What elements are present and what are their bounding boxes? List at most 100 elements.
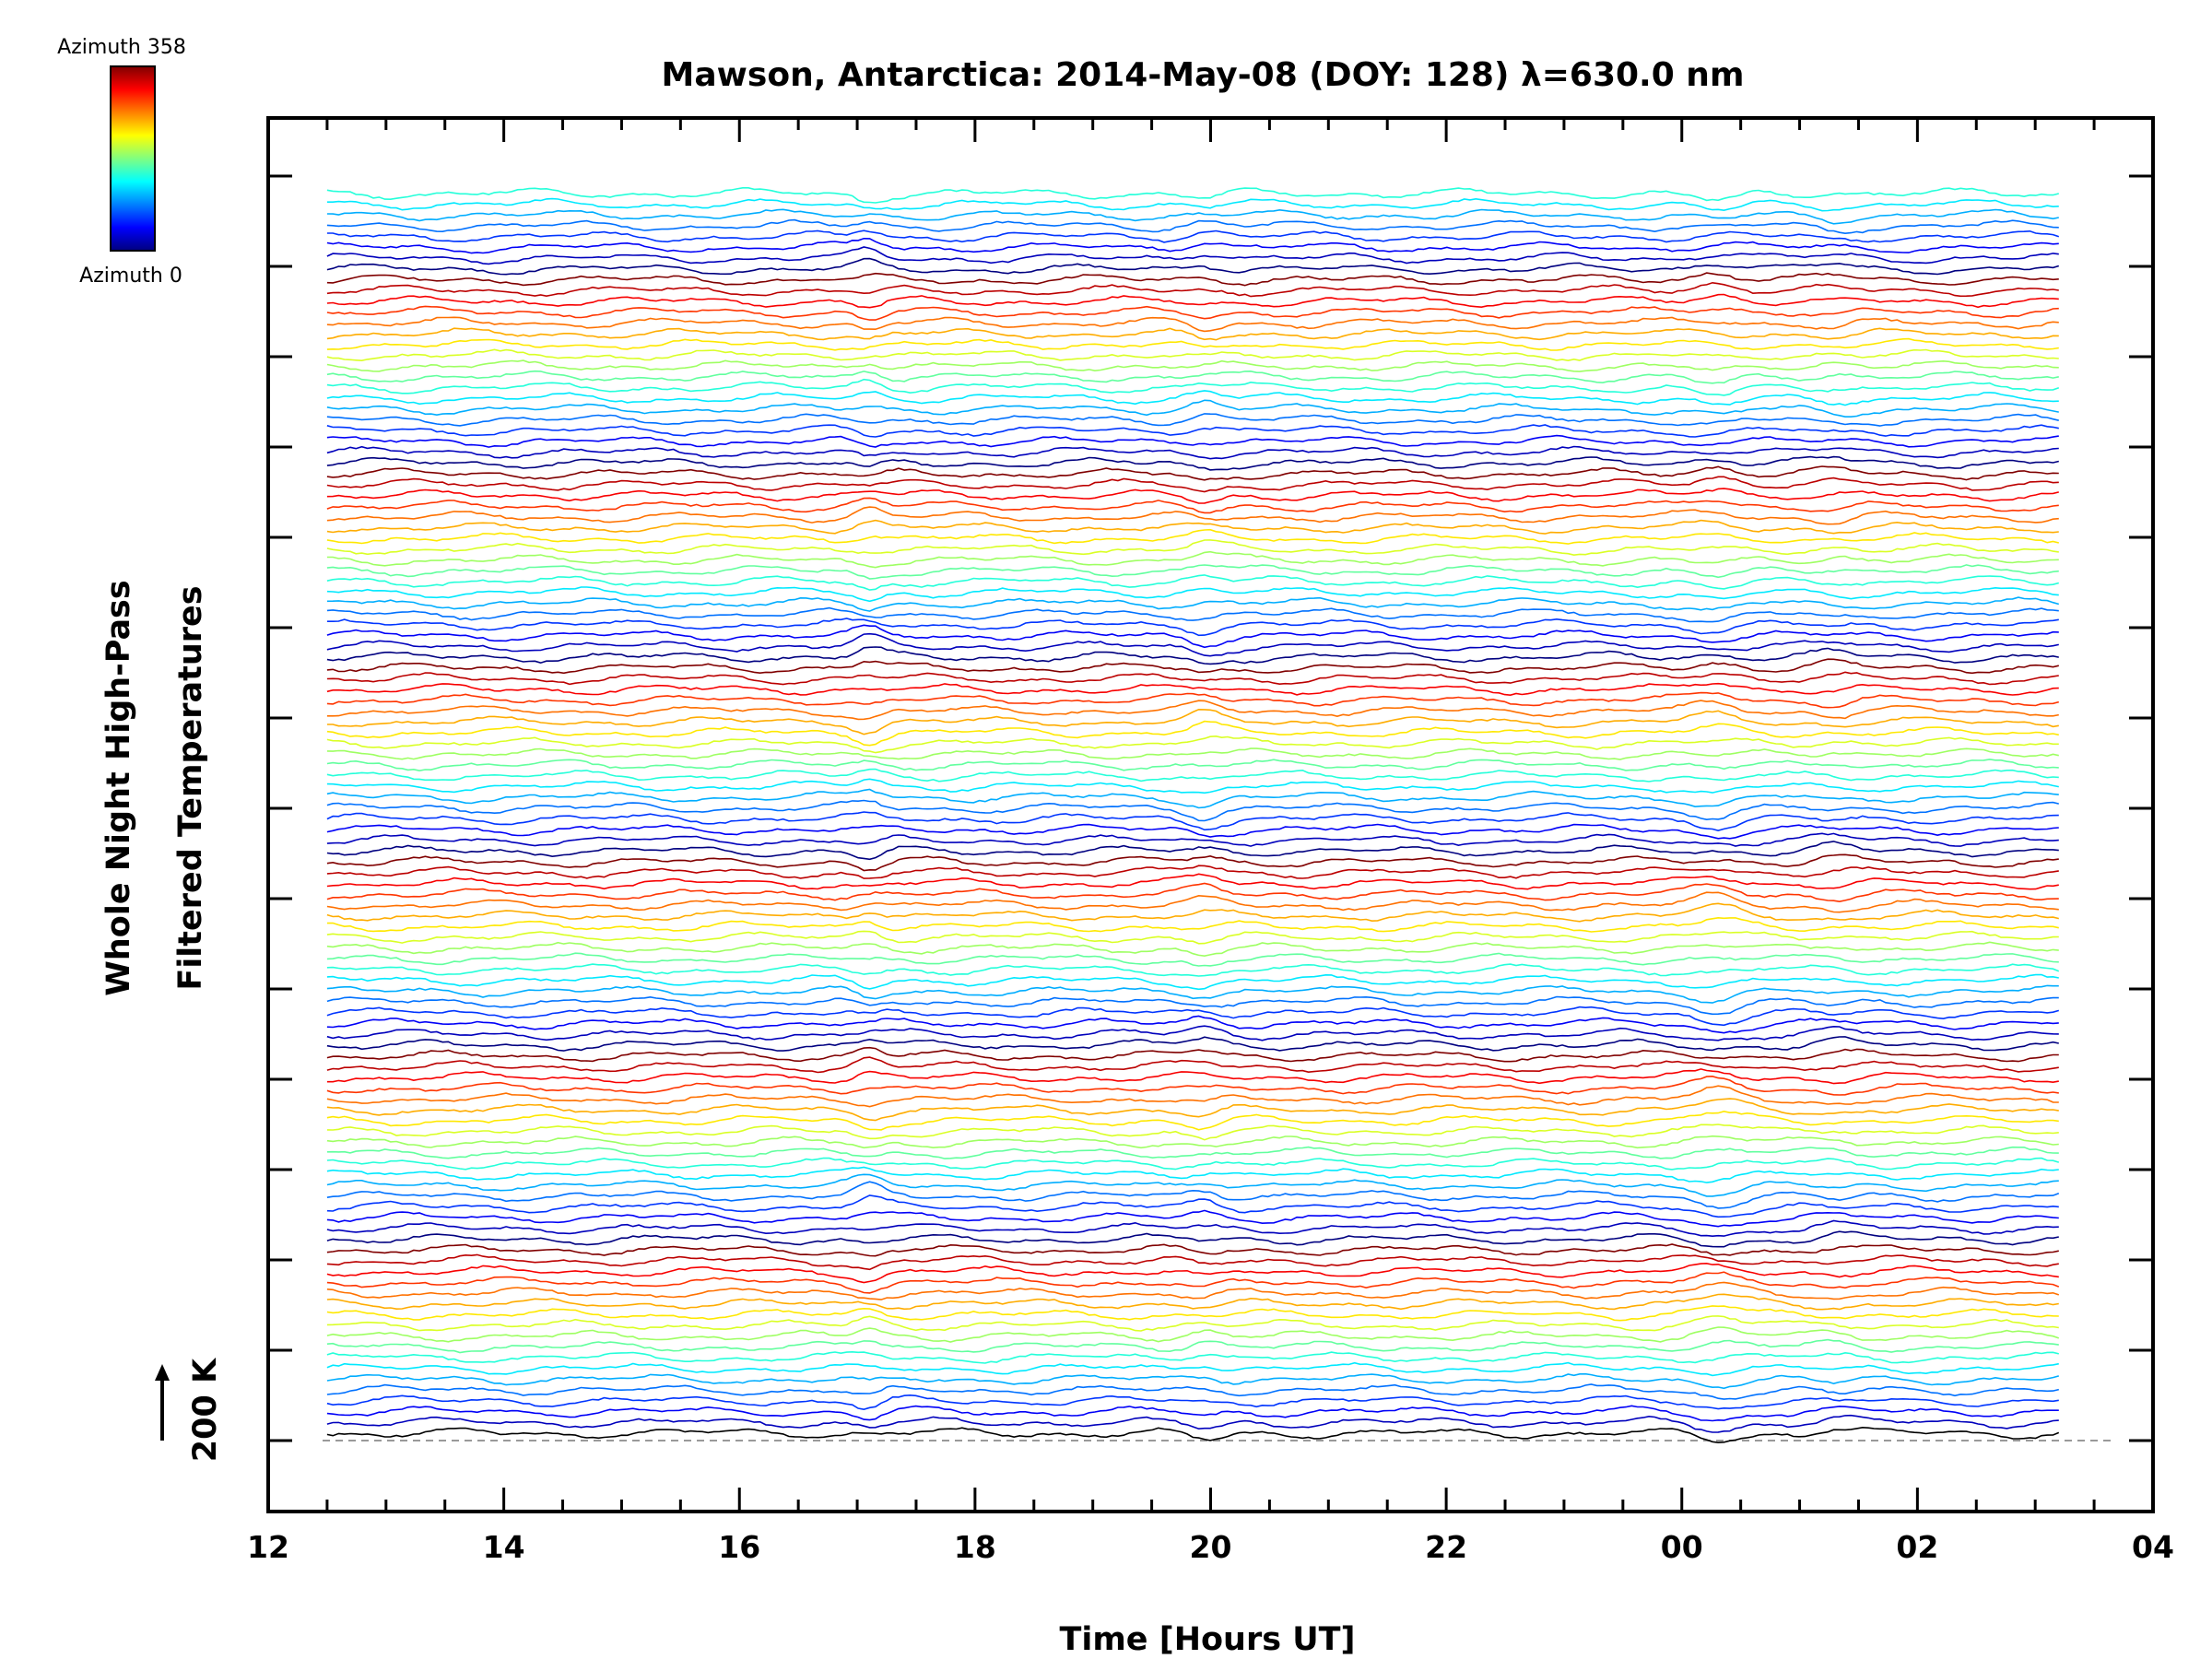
temperature-trace [326, 434, 2059, 448]
temperature-trace [326, 646, 2059, 665]
temperature-trace [326, 1253, 2059, 1271]
temperature-trace [326, 488, 2059, 504]
x-tick-label: 02 [1896, 1529, 1938, 1565]
temperature-trace [326, 1426, 2060, 1444]
temperature-trace [326, 882, 2059, 903]
temperature-trace [326, 952, 2059, 967]
temperature-trace [326, 1361, 2059, 1377]
temperature-trace [326, 399, 2059, 418]
colorbar [110, 65, 156, 252]
temperature-trace [326, 778, 2059, 794]
temperature-trace [326, 891, 2059, 913]
temperature-trace [326, 700, 2059, 721]
temperature-trace [326, 1124, 2059, 1141]
temperature-trace [326, 316, 2059, 333]
temperature-trace [326, 1085, 2059, 1108]
temperature-trace [326, 390, 2059, 406]
y-ticks [268, 174, 2153, 1442]
temperature-trace [326, 1372, 2060, 1390]
temperature-trace [326, 272, 2059, 287]
temperature-trace [326, 218, 2059, 235]
temperature-trace [326, 1350, 2059, 1364]
temperature-trace [326, 1194, 2059, 1218]
y-axis-label-line2: Filtered Temperatures [172, 585, 209, 990]
temperature-trace [326, 497, 2059, 514]
temperature-trace [326, 984, 2059, 1004]
traces [326, 187, 2060, 1444]
y-axis-label-line1: Whole Night High-Pass [100, 580, 137, 995]
temperature-trace [326, 1315, 2059, 1332]
temperature-trace [326, 1305, 2059, 1322]
temperature-trace [326, 1338, 2059, 1354]
temperature-trace [326, 359, 2059, 372]
temperature-trace [326, 1219, 2059, 1238]
temperature-trace [326, 348, 2059, 362]
x-tick-label: 22 [1425, 1529, 1467, 1565]
colorbar-top-label: Azimuth 358 [57, 36, 186, 59]
temperature-trace [326, 1414, 2059, 1433]
temperature-trace [326, 327, 2059, 341]
temperature-trace [326, 445, 2059, 460]
temperature-trace [326, 246, 2059, 265]
scale-label: 200 K [187, 1357, 224, 1462]
temperature-trace [326, 596, 2060, 612]
temperature-trace [326, 930, 2059, 945]
temperature-trace [326, 1262, 2059, 1284]
temperature-trace [326, 708, 2059, 735]
temperature-trace [326, 564, 2059, 580]
temperature-trace [326, 1394, 2059, 1411]
temperature-trace [326, 1075, 2059, 1096]
temperature-trace [326, 1230, 2059, 1248]
temperature-trace [326, 519, 2059, 535]
temperature-trace [326, 1326, 2060, 1343]
temperature-trace [326, 1383, 2059, 1400]
temperature-trace [326, 1181, 2060, 1209]
temperature-trace [326, 1173, 2059, 1197]
temperature-trace [326, 759, 2059, 772]
temperature-trace [326, 841, 2059, 861]
x-ticks: 12 14 16 18 20 22 00 02 04 [247, 118, 2174, 1565]
temperature-trace [326, 281, 2059, 298]
temperature-trace [326, 1025, 2059, 1041]
temperature-trace [326, 1068, 2059, 1085]
temperature-trace [326, 413, 2059, 427]
temperature-trace [326, 691, 2060, 709]
temperature-trace [326, 873, 2059, 890]
temperature-trace [326, 1166, 2059, 1183]
x-tick-label: 14 [483, 1529, 525, 1565]
temperature-trace [326, 618, 2059, 637]
temperature-trace [326, 305, 2059, 321]
temperature-trace [326, 973, 2059, 991]
temperature-trace [326, 337, 2059, 351]
x-tick-label: 20 [1190, 1529, 1232, 1565]
temperature-trace [326, 941, 2059, 958]
temperature-trace [326, 853, 2059, 872]
temperature-trace [326, 1036, 2059, 1052]
temperature-trace [326, 378, 2060, 396]
temperature-trace [326, 632, 2059, 657]
temperature-trace [326, 1271, 2060, 1294]
plot-frame [266, 116, 2155, 1513]
temperature-trace [326, 1098, 2059, 1122]
temperature-trace [326, 1110, 2059, 1131]
temperature-trace [326, 550, 2059, 569]
temperature-trace [326, 424, 2059, 438]
temperature-trace [326, 823, 2059, 840]
chart-title: Mawson, Antarctica: 2014-May-08 (DOY: 12… [662, 56, 1745, 94]
temperature-trace [326, 528, 2059, 545]
temperature-trace [326, 832, 2059, 847]
temperature-trace [326, 197, 2059, 212]
temperature-trace [326, 370, 2059, 384]
temperature-trace [326, 476, 2059, 493]
temperature-trace [326, 506, 2059, 525]
temperature-trace [326, 1209, 2059, 1228]
temperature-trace [326, 671, 2059, 686]
x-tick-label: 04 [2132, 1529, 2174, 1565]
temperature-trace [326, 1281, 2060, 1300]
temperature-trace [326, 539, 2059, 557]
temperature-trace [326, 682, 2059, 697]
temperature-trace [326, 1405, 2059, 1422]
temperature-trace [326, 293, 2059, 309]
temperature-trace [326, 735, 2059, 754]
temperature-trace [326, 658, 2059, 675]
